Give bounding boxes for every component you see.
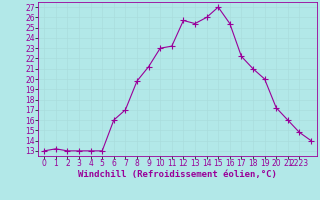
X-axis label: Windchill (Refroidissement éolien,°C): Windchill (Refroidissement éolien,°C) — [78, 170, 277, 179]
